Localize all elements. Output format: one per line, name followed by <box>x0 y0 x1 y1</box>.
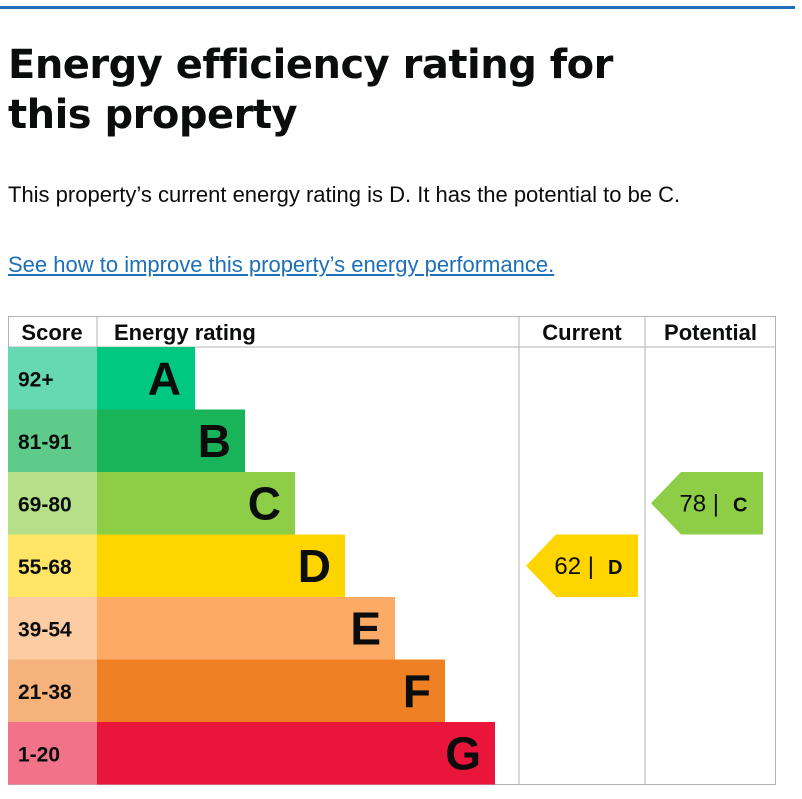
score-range: 39-54 <box>18 618 72 641</box>
rating-letter: E <box>350 602 381 654</box>
score-range: 55-68 <box>18 556 72 579</box>
score-cell <box>8 597 97 660</box>
score-cell <box>8 722 97 785</box>
header-current: Current <box>542 320 622 345</box>
rating-letter: A <box>148 352 181 404</box>
score-range: 69-80 <box>18 493 72 516</box>
rating-bar <box>97 534 345 597</box>
current-rating-letter: D <box>608 557 622 579</box>
rating-bar <box>97 347 195 410</box>
score-range: 21-38 <box>18 681 72 704</box>
rating-bar <box>97 659 445 722</box>
score-cell <box>8 534 97 597</box>
potential-rating-score: 78 | <box>679 490 719 517</box>
rating-bar <box>97 597 395 660</box>
energy-rating-graph: Score Energy rating Current Potential 92+ A 81… <box>8 316 776 785</box>
header-score: Score <box>21 320 82 345</box>
rating-summary: This property’s current energy rating is… <box>8 182 681 207</box>
score-cell <box>8 659 97 722</box>
header-potential: Potential <box>664 320 757 345</box>
rating-bar <box>97 409 245 472</box>
page-title: Energy efficiency rating for this proper… <box>8 42 613 138</box>
rating-letter: F <box>403 665 431 717</box>
current-rating-arrow <box>526 534 638 597</box>
potential-rating-arrow <box>651 472 763 535</box>
energy-rating-table: Score Energy rating Current Potential 92+ A 81… <box>8 316 776 785</box>
potential-rating-letter: C <box>733 494 747 516</box>
score-range: 1-20 <box>18 743 60 766</box>
rating-letter: C <box>248 477 281 529</box>
rating-letter: B <box>198 415 231 467</box>
score-cell <box>8 472 97 535</box>
rating-bar <box>97 722 495 785</box>
rating-letter: G <box>445 727 481 779</box>
improve-performance-link[interactable]: See how to improve this property’s energ… <box>8 252 555 277</box>
current-rating-score: 62 | <box>554 553 594 580</box>
rating-letter: D <box>298 540 331 592</box>
rating-bar <box>97 472 295 535</box>
score-cell <box>8 409 97 472</box>
score-cell <box>8 347 97 410</box>
header-rule <box>0 6 795 9</box>
score-range: 81-91 <box>18 431 72 454</box>
header-energy-rating: Energy rating <box>114 320 256 345</box>
score-range: 92+ <box>18 368 54 391</box>
